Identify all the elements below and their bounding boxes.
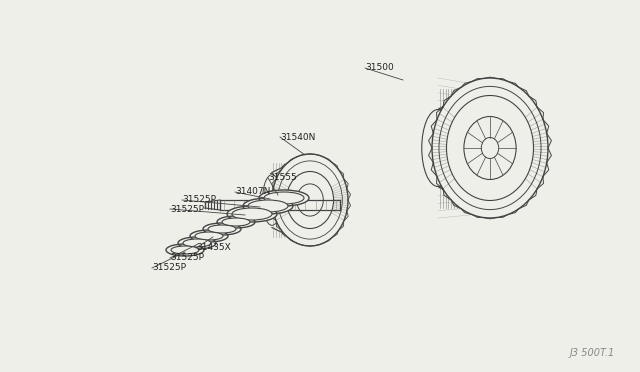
Ellipse shape xyxy=(464,116,516,180)
Ellipse shape xyxy=(272,154,348,246)
Text: 31435X: 31435X xyxy=(196,244,231,253)
Text: 31525P: 31525P xyxy=(170,205,204,214)
Ellipse shape xyxy=(297,184,323,216)
Ellipse shape xyxy=(432,78,548,218)
Ellipse shape xyxy=(262,175,282,225)
Text: 31540N: 31540N xyxy=(280,132,316,141)
Ellipse shape xyxy=(447,96,534,201)
Ellipse shape xyxy=(183,239,211,247)
Text: 31555: 31555 xyxy=(268,173,297,183)
Ellipse shape xyxy=(264,192,304,204)
Text: 31407N: 31407N xyxy=(235,187,270,196)
Ellipse shape xyxy=(481,138,499,158)
Ellipse shape xyxy=(195,232,223,240)
Ellipse shape xyxy=(208,225,236,233)
Ellipse shape xyxy=(422,109,454,186)
Ellipse shape xyxy=(222,218,250,226)
Ellipse shape xyxy=(203,223,241,235)
Ellipse shape xyxy=(232,208,272,220)
Ellipse shape xyxy=(243,198,293,214)
Ellipse shape xyxy=(171,246,199,254)
Text: 31525P: 31525P xyxy=(170,253,204,263)
Ellipse shape xyxy=(248,200,288,212)
Ellipse shape xyxy=(178,237,216,249)
Text: 31525P: 31525P xyxy=(182,196,216,205)
Ellipse shape xyxy=(166,244,204,256)
Ellipse shape xyxy=(259,190,309,206)
Ellipse shape xyxy=(190,230,228,242)
Ellipse shape xyxy=(217,216,255,228)
Text: J3 500T.1: J3 500T.1 xyxy=(570,348,615,358)
Ellipse shape xyxy=(287,171,333,228)
Text: 31500: 31500 xyxy=(365,64,394,73)
Text: 31525P: 31525P xyxy=(152,263,186,273)
Ellipse shape xyxy=(227,206,277,222)
